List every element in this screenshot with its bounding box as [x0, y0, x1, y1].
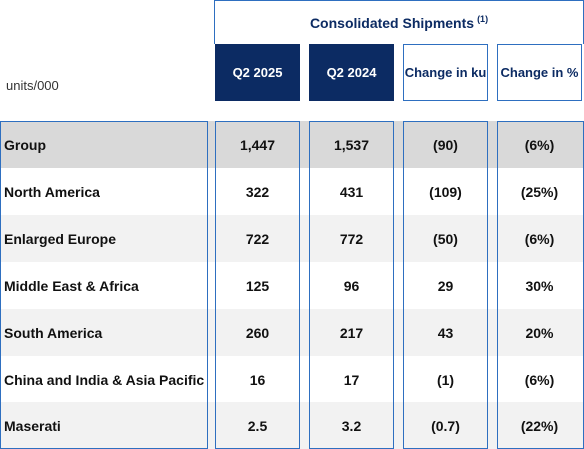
title-footnote: (1) — [477, 13, 489, 24]
q2-2025-column-frame — [215, 121, 300, 449]
q2-2024-column-frame — [309, 121, 394, 449]
cell-change-ku: (0.7) — [431, 417, 460, 434]
cell-q2-2024: 1,537 — [333, 136, 370, 153]
column-header-q2-2024: Q2 2024 — [309, 44, 394, 101]
cell-change-ku: 29 — [437, 277, 454, 294]
cell-q2-2024: 17 — [343, 371, 360, 388]
table-title: Consolidated Shipments (1) — [214, 0, 584, 44]
cell-change-pct: 30% — [525, 277, 554, 294]
row-label: Maserati — [4, 417, 61, 434]
row-label: South America — [4, 324, 103, 341]
cell-change-pct: 20% — [525, 324, 554, 341]
units-label: units/000 — [6, 78, 59, 93]
cell-q2-2025: 16 — [249, 371, 266, 388]
table-title-text: Consolidated Shipments — [309, 14, 475, 31]
cell-change-pct: (6%) — [524, 136, 555, 153]
change-ku-column-frame — [403, 121, 488, 449]
table-row: South America 260 217 43 20% — [0, 309, 584, 356]
cell-change-ku: (109) — [429, 183, 462, 200]
cell-change-ku: (50) — [433, 230, 458, 247]
cell-change-pct: (6%) — [524, 230, 555, 247]
cell-q2-2024: 431 — [339, 183, 364, 200]
row-label: North America — [4, 183, 100, 200]
cell-q2-2024: 217 — [339, 324, 364, 341]
cell-q2-2025: 125 — [245, 277, 270, 294]
cell-change-pct: (25%) — [520, 183, 559, 200]
table-row: Middle East & Africa 125 96 29 30% — [0, 262, 584, 309]
row-label: Group — [4, 136, 46, 153]
table-row: Maserati 2.5 3.2 (0.7) (22%) — [0, 402, 584, 449]
column-header-q2-2025: Q2 2025 — [215, 44, 300, 101]
column-header-change-pct: Change in % — [497, 44, 582, 101]
change-pct-column-frame — [497, 121, 584, 449]
cell-change-ku: 43 — [437, 324, 454, 341]
cell-change-pct: (22%) — [520, 417, 559, 434]
cell-q2-2024: 96 — [343, 277, 360, 294]
row-label: Enlarged Europe — [4, 230, 117, 247]
cell-q2-2025: 322 — [245, 183, 270, 200]
table-row: Enlarged Europe 722 772 (50) (6%) — [0, 215, 584, 262]
cell-q2-2025: 260 — [245, 324, 270, 341]
cell-q2-2025: 722 — [245, 230, 270, 247]
row-label: China and India & Asia Pacific — [4, 371, 205, 388]
cell-q2-2025: 2.5 — [247, 417, 268, 434]
cell-q2-2025: 1,447 — [239, 136, 276, 153]
table-row: North America 322 431 (109) (25%) — [0, 168, 584, 215]
cell-change-ku: (90) — [433, 136, 458, 153]
table-row: China and India & Asia Pacific 16 17 (1)… — [0, 356, 584, 403]
row-label: Middle East & Africa — [4, 277, 139, 294]
table-row: Group 1,447 1,537 (90) (6%) — [0, 121, 584, 168]
cell-q2-2024: 772 — [339, 230, 364, 247]
cell-change-pct: (6%) — [524, 371, 555, 388]
cell-q2-2024: 3.2 — [341, 417, 362, 434]
label-column-frame — [0, 121, 208, 449]
cell-change-ku: (1) — [436, 371, 455, 388]
column-header-change-ku: Change in ku — [403, 44, 488, 101]
